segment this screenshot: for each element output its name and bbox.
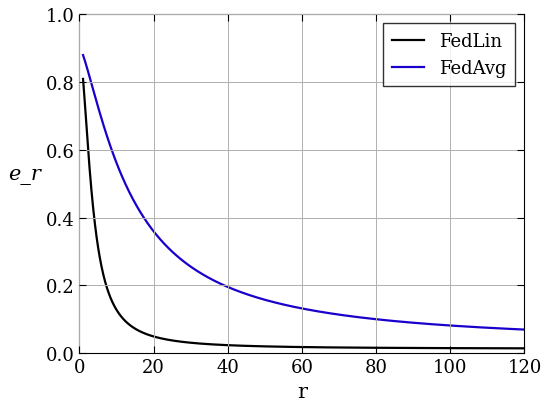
Legend: FedLin, FedAvg: FedLin, FedAvg xyxy=(383,24,515,87)
Y-axis label: e_r: e_r xyxy=(8,165,41,184)
FedAvg xyxy=(156,236,163,241)
FedLin xyxy=(268,344,275,349)
FedAvg xyxy=(521,327,528,332)
FedAvg xyxy=(80,54,86,58)
FedAvg xyxy=(130,198,137,203)
FedLin xyxy=(249,344,256,348)
FedLin xyxy=(513,346,519,351)
FedAvg xyxy=(249,294,256,299)
X-axis label: r: r xyxy=(297,382,307,401)
FedLin xyxy=(465,346,471,351)
FedLin xyxy=(521,346,528,351)
FedAvg xyxy=(465,324,471,329)
FedLin xyxy=(130,325,137,330)
FedLin xyxy=(156,336,163,341)
FedAvg xyxy=(513,327,519,332)
FedAvg xyxy=(268,299,275,304)
Line: FedAvg: FedAvg xyxy=(83,56,525,330)
FedLin xyxy=(80,77,86,82)
Line: FedLin: FedLin xyxy=(83,80,525,348)
